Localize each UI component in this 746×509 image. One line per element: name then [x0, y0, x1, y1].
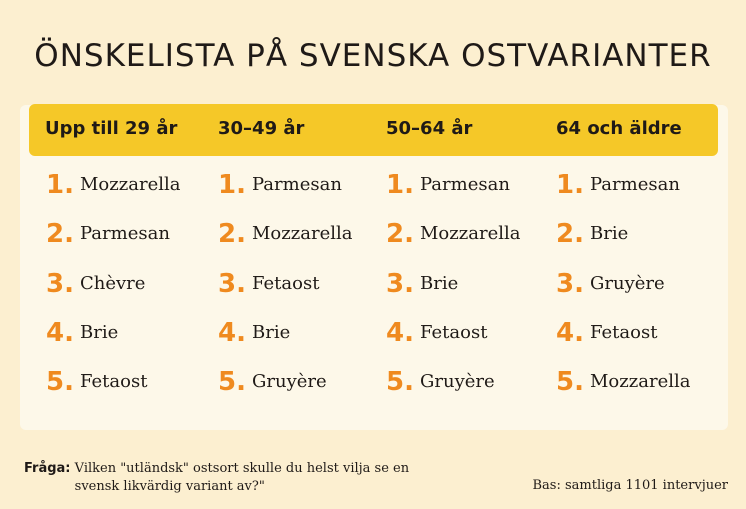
- list-item: 5. Gruyère: [386, 365, 520, 414]
- rank-number: 5.: [556, 367, 584, 398]
- cheese-name: Brie: [420, 272, 459, 294]
- ranking-column-4: 1. Parmesan 2. Brie 3. Gruyère 4. Fetaost 5.…: [556, 168, 690, 414]
- cheese-name: Gruyère: [420, 371, 495, 393]
- cheese-name: Parmesan: [420, 174, 510, 195]
- list-item: 3. Fetaost: [218, 267, 352, 316]
- cheese-name: Gruyère: [590, 272, 665, 294]
- rank-number: 3.: [386, 268, 414, 299]
- list-item: 3. Chèvre: [46, 267, 180, 316]
- rank-number: 5.: [386, 367, 414, 398]
- cheese-name: Parmesan: [590, 174, 680, 195]
- column-heading-age-30-49: 30–49 år: [218, 118, 305, 139]
- rank-number: 1.: [386, 170, 414, 200]
- cheese-name: Fetaost: [252, 272, 320, 294]
- list-item: 1. Mozzarella: [46, 168, 180, 217]
- ranking-column-3: 1. Parmesan 2. Mozzarella 3. Brie 4. Fetaost…: [386, 168, 520, 414]
- rank-number: 5.: [46, 367, 74, 398]
- rank-number: 2.: [386, 219, 414, 250]
- cheese-name: Brie: [80, 321, 119, 343]
- cheese-name: Brie: [252, 321, 291, 343]
- list-item: 2. Mozzarella: [386, 217, 520, 266]
- list-item: 5. Gruyère: [218, 365, 352, 414]
- list-item: 2. Brie: [556, 217, 690, 266]
- list-item: 4. Fetaost: [556, 316, 690, 365]
- rank-number: 5.: [218, 367, 246, 398]
- column-heading-age-64-plus: 64 och äldre: [556, 118, 682, 139]
- ranking-table: [20, 105, 728, 430]
- cheese-name: Mozzarella: [80, 174, 181, 195]
- rank-number: 1.: [556, 170, 584, 200]
- list-item: 5. Mozzarella: [556, 365, 690, 414]
- page-title: ÖNSKELISTA PÅ SVENSKA OSTVARIANTER: [34, 38, 712, 74]
- survey-base: Bas: samtliga 1101 intervjuer: [532, 478, 728, 493]
- list-item: 4. Fetaost: [386, 316, 520, 365]
- list-item: 3. Gruyère: [556, 267, 690, 316]
- list-item: 3. Brie: [386, 267, 520, 316]
- cheese-name: Mozzarella: [420, 223, 521, 245]
- cheese-name: Chèvre: [80, 272, 146, 294]
- list-item: 1. Parmesan: [556, 168, 690, 217]
- cheese-name: Parmesan: [80, 223, 170, 245]
- rank-number: 4.: [218, 317, 246, 348]
- cheese-name: Brie: [590, 223, 629, 245]
- ranking-column-1: 1. Mozzarella 2. Parmesan 3. Chèvre 4. Brie …: [46, 168, 180, 414]
- cheese-name: Parmesan: [252, 174, 342, 195]
- column-heading-age-under-29: Upp till 29 år: [45, 118, 178, 139]
- rank-number: 2.: [46, 219, 74, 250]
- question-text: Vilken "utländsk" ostsort skulle du hels…: [74, 461, 410, 494]
- list-item: 2. Mozzarella: [218, 217, 352, 266]
- cheese-name: Mozzarella: [252, 223, 353, 245]
- rank-number: 4.: [386, 317, 414, 348]
- question-label: Fråga:: [24, 461, 71, 476]
- rank-number: 3.: [556, 268, 584, 299]
- rank-number: 2.: [218, 219, 246, 250]
- list-item: 4. Brie: [46, 316, 180, 365]
- list-item: 4. Brie: [218, 316, 352, 365]
- cheese-name: Fetaost: [590, 321, 658, 343]
- column-heading-age-50-64: 50–64 år: [386, 118, 473, 139]
- cheese-name: Fetaost: [420, 321, 488, 343]
- rank-number: 2.: [556, 219, 584, 250]
- rank-number: 4.: [556, 317, 584, 348]
- cheese-name: Fetaost: [80, 371, 148, 393]
- survey-question: Fråga: Vilken "utländsk" ostsort skulle …: [24, 460, 455, 496]
- ranking-column-2: 1. Parmesan 2. Mozzarella 3. Fetaost 4. Brie…: [218, 168, 352, 414]
- list-item: 2. Parmesan: [46, 217, 180, 266]
- rank-number: 1.: [46, 170, 74, 200]
- cheese-name: Mozzarella: [590, 371, 691, 393]
- rank-number: 1.: [218, 170, 246, 200]
- list-item: 5. Fetaost: [46, 365, 180, 414]
- rank-number: 3.: [218, 268, 246, 299]
- list-item: 1. Parmesan: [218, 168, 352, 217]
- cheese-name: Gruyère: [252, 371, 327, 393]
- rank-number: 4.: [46, 317, 74, 348]
- list-item: 1. Parmesan: [386, 168, 520, 217]
- rank-number: 3.: [46, 268, 74, 299]
- header-bar: [29, 104, 718, 156]
